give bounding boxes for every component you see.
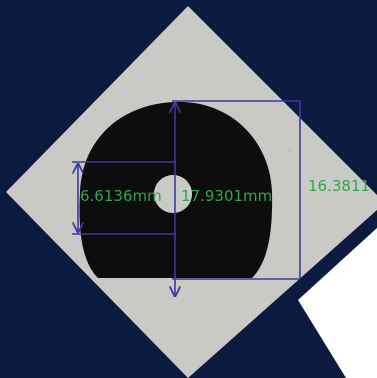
dimension-lines	[72, 100, 301, 296]
height-label: 16.3811	[308, 177, 370, 195]
outer-diameter-label: 17.9301mm	[181, 187, 272, 205]
inner-diameter-label: 6.6136mm	[80, 187, 162, 205]
corner-tile	[298, 228, 377, 378]
